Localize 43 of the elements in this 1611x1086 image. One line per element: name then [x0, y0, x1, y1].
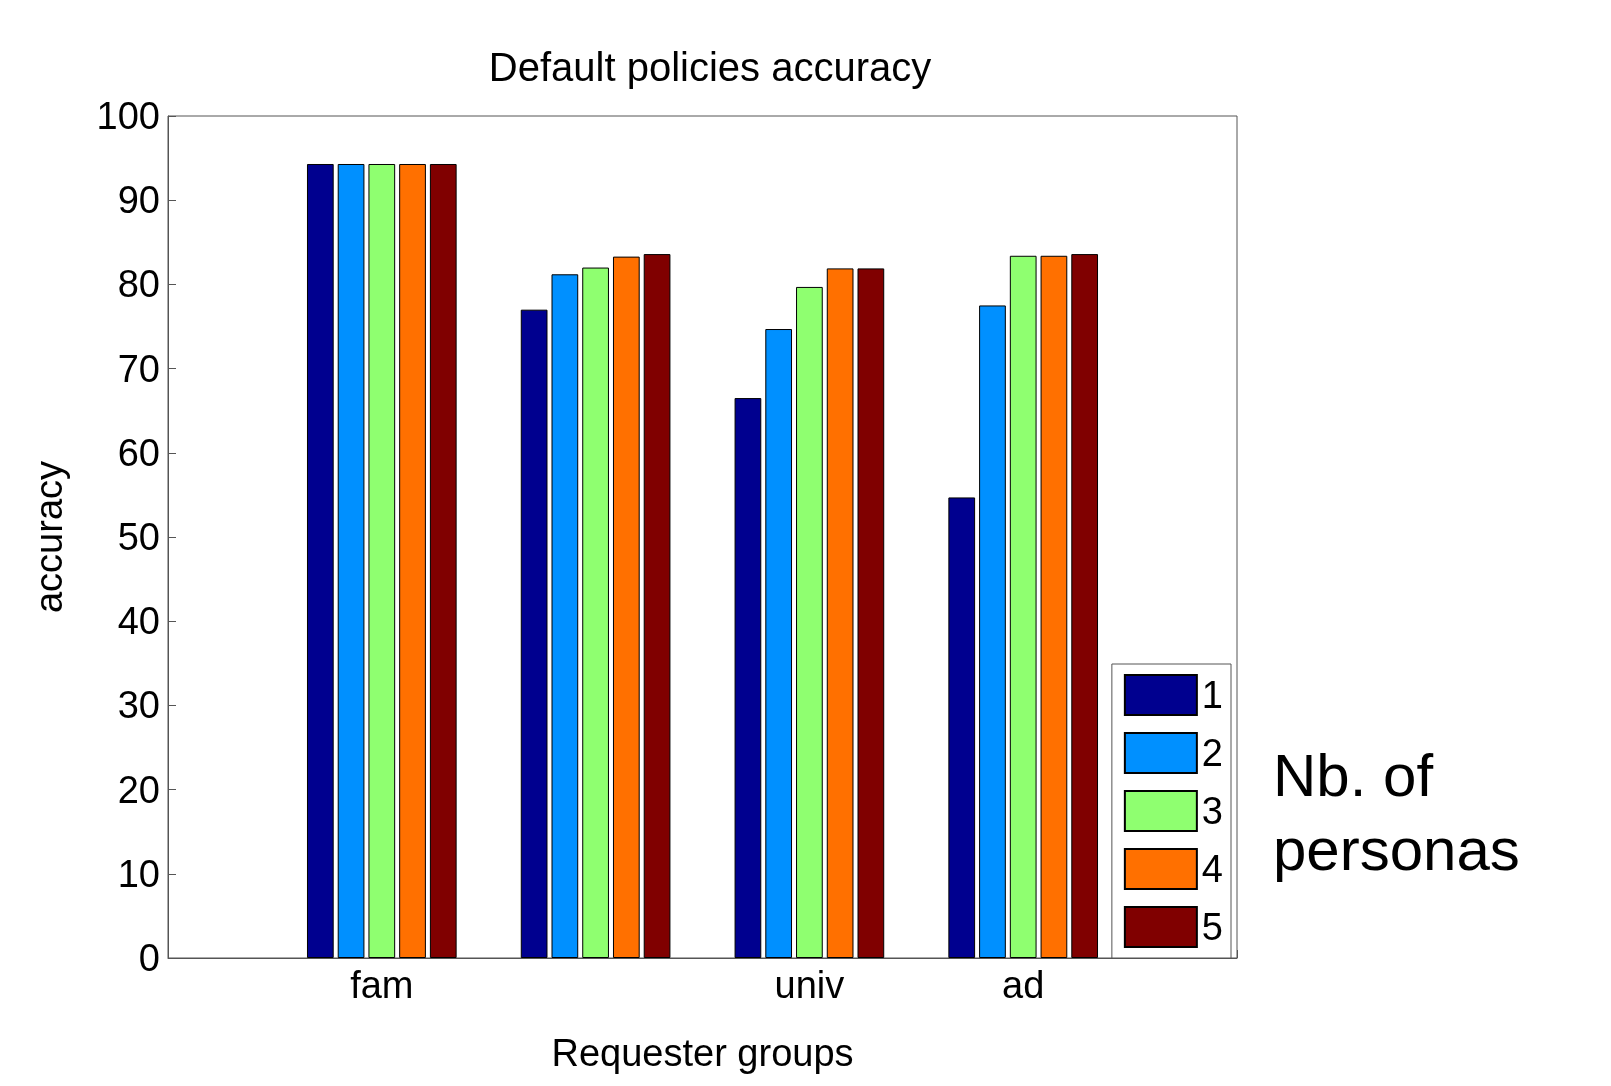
bar: [551, 274, 579, 958]
bar: [337, 163, 365, 958]
y-tick-label: 60: [117, 431, 160, 474]
y-axis-title: accuracy: [28, 460, 70, 614]
y-tick-label: 0: [138, 937, 160, 979]
y-tick-label: 80: [117, 263, 160, 306]
y-tick-label: 40: [117, 600, 160, 643]
y-tick-label: 70: [117, 347, 160, 390]
bar: [582, 267, 609, 958]
bar: [826, 268, 854, 958]
legend-label: 1: [1201, 674, 1224, 716]
x-axis-title: Requester groups: [551, 1032, 854, 1074]
bar: [765, 329, 793, 958]
legend-label: 3: [1201, 790, 1224, 832]
y-tick-label: 90: [117, 179, 160, 222]
y-tick-label: 100: [96, 95, 160, 137]
bar: [429, 163, 457, 958]
bar: [1071, 254, 1099, 958]
bar: [643, 254, 671, 958]
bar: [1040, 255, 1068, 958]
chart-title: Default policies accuracy: [488, 45, 932, 89]
bar: [948, 497, 976, 958]
bar: [612, 256, 640, 958]
bar: [1009, 255, 1037, 958]
x-tick-label: fam: [350, 964, 414, 1006]
y-tick-label: 20: [117, 768, 160, 811]
bar: [857, 268, 885, 958]
legend-label: 2: [1201, 732, 1224, 774]
legend-label: 5: [1201, 906, 1224, 948]
bar: [306, 163, 334, 958]
bar: [368, 163, 396, 958]
legend-title: Nb. of personas: [1273, 741, 1520, 883]
bar: [399, 163, 426, 958]
y-tick-label: 10: [117, 852, 160, 895]
x-tick-label: ad: [1002, 964, 1045, 1006]
bar: [979, 305, 1006, 958]
legend-label: 4: [1201, 848, 1224, 890]
bar: [520, 309, 548, 958]
bar: [734, 398, 762, 958]
y-tick-label: 30: [117, 684, 160, 727]
x-tick-label: univ: [774, 964, 845, 1006]
y-tick-label: 50: [117, 516, 160, 558]
bar: [796, 286, 823, 958]
